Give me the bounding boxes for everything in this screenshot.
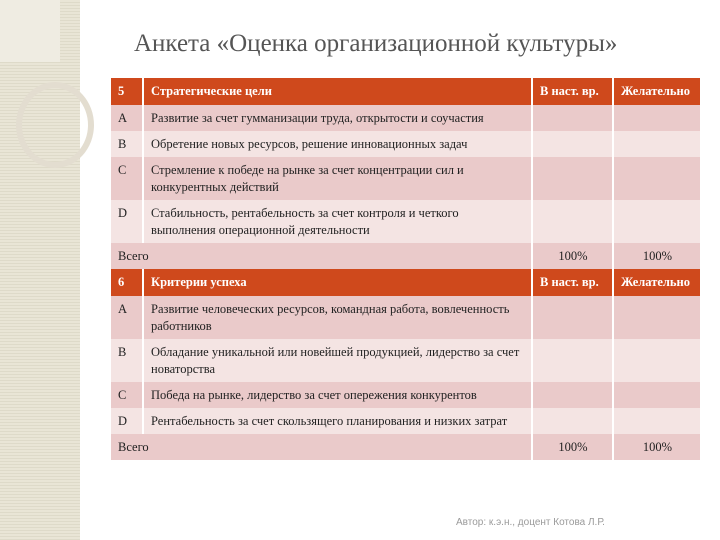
current-cell[interactable] [532,339,614,382]
row-text: Развитие за счет гумманизации труда, отк… [143,105,533,131]
row-letter: D [111,200,144,243]
total-desired: 100% [613,434,700,460]
total-label: Всего [111,434,533,460]
row-text: Рентабельность за счет скользящего плани… [143,408,533,434]
table-row: B Обладание уникальной или новейшей проду… [111,339,700,382]
row-letter: B [111,131,144,157]
current-cell[interactable] [532,105,614,131]
row-text: Стремление к победе на рынке за счет кон… [143,157,533,200]
row-letter: A [111,105,144,131]
desired-cell[interactable] [613,408,700,434]
total-row: Всего 100% 100% [111,243,700,269]
decorative-ring [16,82,94,168]
slide-title: Анкета «Оценка организационной культуры» [134,30,618,57]
current-cell[interactable] [532,408,614,434]
total-label: Всего [111,243,533,269]
survey-table: 5 Стратегические цели В наст. вр. Желате… [111,78,700,460]
desired-cell[interactable] [613,200,700,243]
author-footer: Автор: к.э.н., доцент Котова Л.Р. [456,517,605,528]
table-row: B Обретение новых ресурсов, решение иннов… [111,131,700,157]
current-cell[interactable] [532,157,614,200]
section-header-row: 5 Стратегические цели В наст. вр. Желате… [111,78,700,105]
row-text: Развитие человеческих ресурсов, командна… [143,296,533,339]
section-heading: Критерии успеха [143,269,533,296]
desired-cell[interactable] [613,105,700,131]
row-text: Обретение новых ресурсов, решение иннова… [143,131,533,157]
section-number: 5 [111,78,144,105]
total-current: 100% [532,434,614,460]
column-current: В наст. вр. [532,78,614,105]
desired-cell[interactable] [613,339,700,382]
row-letter: A [111,296,144,339]
row-letter: B [111,339,144,382]
total-current: 100% [532,243,614,269]
row-letter: C [111,382,144,408]
row-letter: D [111,408,144,434]
section-number: 6 [111,269,144,296]
desired-cell[interactable] [613,382,700,408]
current-cell[interactable] [532,382,614,408]
table-row: A Развитие за счет гумманизации труда, от… [111,105,700,131]
section-header-row: 6 Критерии успеха В наст. вр. Желательно [111,269,700,296]
table-row: C Стремление к победе на рынке за счет ко… [111,157,700,200]
desired-cell[interactable] [613,131,700,157]
column-desired: Желательно [613,78,700,105]
current-cell[interactable] [532,200,614,243]
row-letter: C [111,157,144,200]
table-row: A Развитие человеческих ресурсов, командн… [111,296,700,339]
row-text: Стабильность, рентабельность за счет кон… [143,200,533,243]
desired-cell[interactable] [613,157,700,200]
column-current: В наст. вр. [532,269,614,296]
column-desired: Желательно [613,269,700,296]
table-row: D Рентабельность за счет скользящего план… [111,408,700,434]
row-text: Победа на рынке, лидерство за счет опере… [143,382,533,408]
table-row: C Победа на рынке, лидерство за счет опер… [111,382,700,408]
row-text: Обладание уникальной или новейшей продук… [143,339,533,382]
section-heading: Стратегические цели [143,78,533,105]
total-row: Всего 100% 100% [111,434,700,460]
total-desired: 100% [613,243,700,269]
current-cell[interactable] [532,131,614,157]
desired-cell[interactable] [613,296,700,339]
table-row: D Стабильность, рентабельность за счет ко… [111,200,700,243]
decorative-sidebar [0,0,94,540]
current-cell[interactable] [532,296,614,339]
decorative-box [0,0,60,62]
